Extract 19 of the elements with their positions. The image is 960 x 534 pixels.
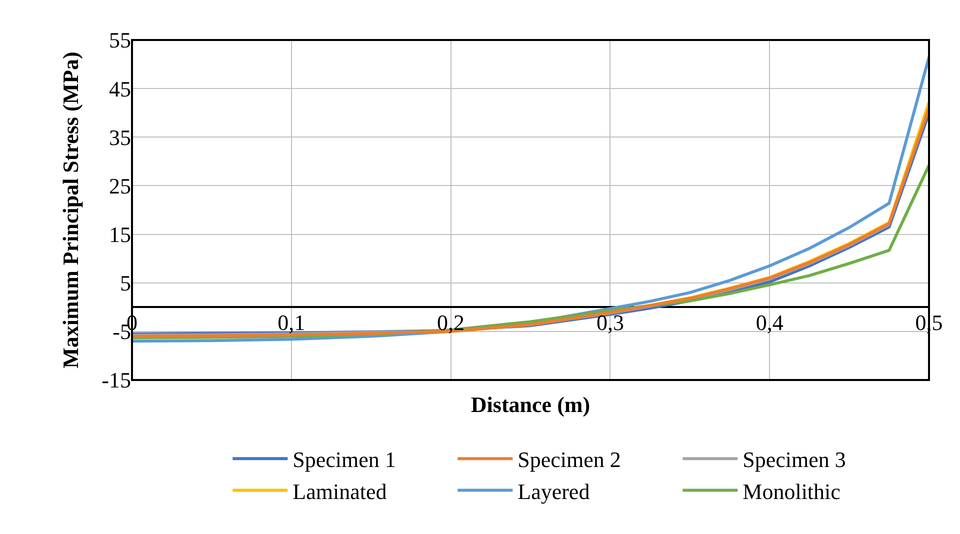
legend-label: Specimen 1 xyxy=(292,447,396,472)
legend-label: Specimen 3 xyxy=(742,447,846,472)
x-tick-label: 0,1 xyxy=(278,310,306,336)
legend-label: Laminated xyxy=(292,478,387,504)
x-tick-label: 0,3 xyxy=(596,310,624,336)
y-tick-label: -15 xyxy=(102,368,131,393)
legend-label: Monolithic xyxy=(742,478,841,504)
y-tick-label: 15 xyxy=(109,222,131,247)
y-tick-label: 45 xyxy=(109,76,131,102)
x-tick-label: 0,2 xyxy=(437,310,465,336)
legend-label: Specimen 2 xyxy=(518,447,621,472)
y-tick-label: 35 xyxy=(109,124,131,150)
x-axis-title: Distance (m) xyxy=(470,392,590,418)
y-axis-title: Maximum Principal Stress (MPa) xyxy=(58,52,83,368)
legend-label: Layered xyxy=(518,478,590,504)
x-tick-label: 0,4 xyxy=(756,310,784,336)
y-tick-label: 5 xyxy=(120,270,131,296)
y-tick-label: 25 xyxy=(109,173,131,198)
y-tick-label: 55 xyxy=(109,28,131,53)
